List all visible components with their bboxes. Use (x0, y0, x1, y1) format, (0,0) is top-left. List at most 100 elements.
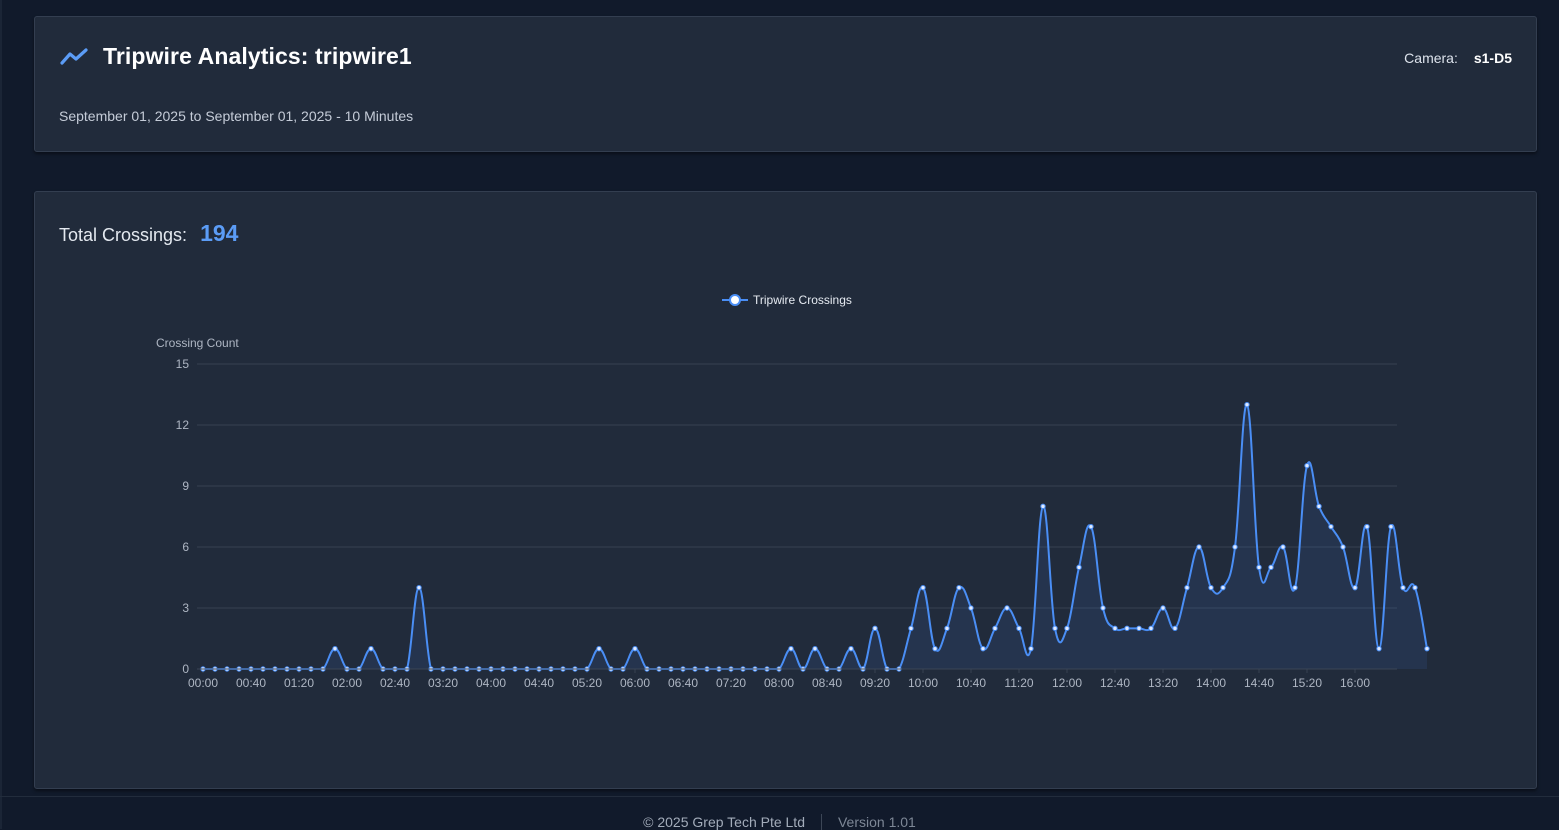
total-crossings: Total Crossings: 194 (59, 220, 238, 247)
x-tick-label: 00:00 (188, 676, 218, 690)
x-tick-label: 06:00 (620, 676, 650, 690)
data-point (1088, 523, 1094, 530)
line-chart[interactable]: 0 3 6 9 12 15 Crossing Count 00:00 00:40 01:20 02:… (35, 192, 1536, 788)
data-point (956, 584, 962, 591)
data-point (848, 645, 854, 652)
data-point (1352, 584, 1358, 591)
x-tick-label: 03:20 (428, 676, 458, 690)
data-point (1064, 625, 1070, 632)
data-point (632, 645, 638, 652)
x-tick-label: 09:20 (860, 676, 890, 690)
data-point (1316, 503, 1322, 510)
data-point (788, 645, 794, 652)
x-tick-label: 02:40 (380, 676, 410, 690)
data-point (992, 625, 998, 632)
data-point (368, 645, 374, 652)
x-tick-label: 10:00 (908, 676, 938, 690)
data-point (1100, 605, 1106, 611)
copyright: © 2025 Grep Tech Pte Ltd (643, 814, 805, 830)
camera-info: Camera: s1-D5 (1404, 50, 1512, 66)
data-point (944, 625, 950, 632)
series-area (203, 404, 1427, 669)
data-point (1004, 605, 1010, 611)
page-title: Tripwire Analytics: tripwire1 (103, 43, 412, 69)
legend-marker-icon (729, 294, 741, 306)
x-tick-label: 16:00 (1340, 676, 1370, 690)
data-point (416, 584, 422, 591)
x-tick-label: 02:00 (332, 676, 362, 690)
data-point (1112, 625, 1118, 632)
data-point (1256, 564, 1262, 571)
data-point (1400, 584, 1406, 591)
footer-divider (0, 796, 1559, 797)
data-point (920, 584, 926, 591)
x-tick-label: 14:40 (1244, 676, 1274, 690)
data-point (1424, 645, 1430, 652)
trend-line-icon (60, 47, 88, 65)
data-point (1052, 625, 1058, 632)
data-point (1220, 584, 1226, 591)
camera-value: s1-D5 (1473, 50, 1512, 66)
data-point (1328, 523, 1334, 530)
camera-label: Camera: (1404, 50, 1458, 66)
data-point (1172, 625, 1178, 632)
header-card: Tripwire Analytics: tripwire1 Camera: s1… (34, 16, 1537, 152)
y-tick-label: 6 (182, 540, 189, 554)
data-point (812, 645, 818, 652)
x-tick-label: 13:20 (1148, 676, 1178, 690)
data-point (1136, 625, 1142, 632)
total-label: Total Crossings: (59, 225, 188, 245)
x-tick-label: 12:40 (1100, 676, 1130, 690)
data-point (1388, 523, 1394, 530)
data-point (1412, 584, 1418, 591)
x-tick-label: 04:40 (524, 676, 554, 690)
x-tick-label: 08:40 (812, 676, 842, 690)
data-point (1028, 645, 1034, 652)
data-point (596, 645, 602, 652)
y-tick-label: 12 (176, 418, 190, 432)
date-range: September 01, 2025 to September 01, 2025… (59, 108, 414, 124)
data-point (1124, 625, 1130, 632)
x-tick-label: 05:20 (572, 676, 602, 690)
data-point (1304, 462, 1310, 469)
data-point (1364, 523, 1370, 530)
data-point (1340, 544, 1346, 550)
x-tick-label: 08:00 (764, 676, 794, 690)
data-point (1160, 605, 1166, 611)
chart-card: Total Crossings: 194 0 3 6 9 12 15 Crossing Co… (34, 191, 1537, 789)
y-tick-label: 15 (176, 357, 190, 371)
data-point (1232, 544, 1238, 550)
footer: © 2025 Grep Tech Pte Ltd Version 1.01 (0, 814, 1559, 830)
x-tick-label: 11:20 (1004, 676, 1033, 690)
title-row: Tripwire Analytics: tripwire1 (59, 43, 412, 70)
total-value: 194 (200, 220, 239, 246)
y-tick-label: 3 (182, 601, 189, 615)
data-point (1268, 564, 1274, 571)
data-point (968, 605, 974, 611)
data-point (1292, 584, 1298, 591)
y-tick-label: 9 (182, 479, 189, 493)
y-axis-label: Crossing Count (156, 336, 239, 350)
x-tick-label: 10:40 (956, 676, 986, 690)
data-point (1196, 544, 1202, 550)
footer-separator (820, 814, 822, 830)
data-point (1376, 645, 1382, 652)
x-tick-label: 01:20 (284, 676, 314, 690)
version: Version 1.01 (837, 814, 916, 830)
data-point (872, 625, 878, 632)
x-tick-label: 14:00 (1196, 676, 1226, 690)
x-tick-label: 00:40 (236, 676, 266, 690)
x-tick-label: 07:20 (716, 676, 746, 690)
data-point (332, 645, 338, 652)
legend-label: Tripwire Crossings (753, 293, 852, 307)
data-point (932, 645, 938, 652)
data-point (1184, 584, 1190, 591)
x-tick-label: 06:40 (668, 676, 698, 690)
left-edge (0, 0, 2, 829)
data-point (1280, 544, 1286, 550)
data-point (1040, 503, 1046, 510)
data-point (1016, 625, 1022, 632)
data-point (1076, 564, 1082, 571)
data-point (980, 645, 986, 652)
data-point (1148, 625, 1154, 632)
